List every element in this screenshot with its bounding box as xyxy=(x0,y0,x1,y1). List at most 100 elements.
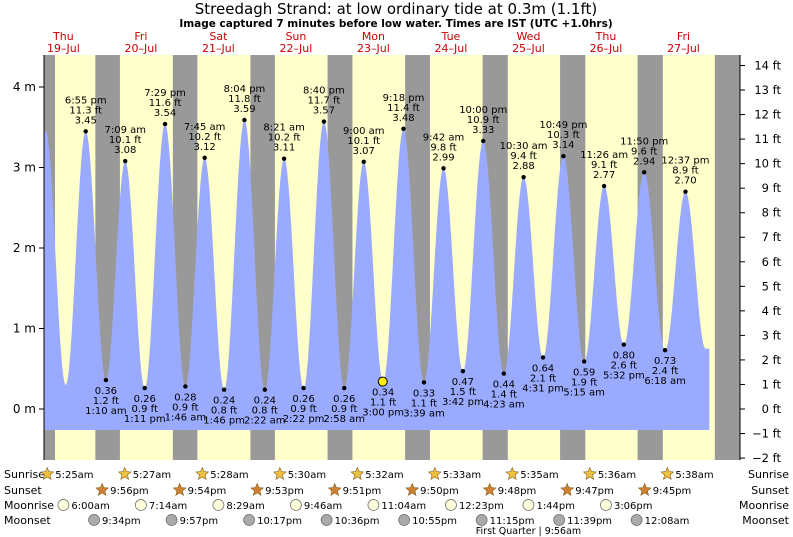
tide-height-ft: 0.9 ft xyxy=(290,404,316,415)
day-of-week: Sat xyxy=(209,30,228,43)
tide-point xyxy=(581,359,587,364)
day-of-week: Wed xyxy=(516,30,540,43)
tide-time: 10:00 pm xyxy=(459,105,507,116)
left-tick-label: 1 m xyxy=(13,322,36,336)
tide-height-ft: 1.1 ft xyxy=(411,398,437,409)
tide-height-m: 0.26 xyxy=(134,394,156,405)
day-of-week: Fri xyxy=(134,30,147,43)
tide-height-m: 3.59 xyxy=(233,104,255,115)
moonrise-icon xyxy=(522,499,535,511)
tide-height-ft: 10.2 ft xyxy=(268,133,301,144)
sunset-time: 9:47pm xyxy=(575,486,614,497)
moonrise-row-label: Moonrise xyxy=(4,499,54,512)
tide-height-m: 3.48 xyxy=(392,113,414,124)
tide-time: 2:58 am xyxy=(323,414,365,425)
tide-height-m: 3.11 xyxy=(273,143,295,154)
tide-time: 9:42 am xyxy=(423,132,465,143)
tide-height-ft: 11.8 ft xyxy=(228,94,261,105)
day-of-week: Fri xyxy=(677,30,690,43)
moonset-row-label-right: Moonset xyxy=(742,514,789,527)
day-date: 19–Jul xyxy=(47,42,80,55)
moonrise-icon xyxy=(600,499,612,511)
tide-height-ft: 0.8 ft xyxy=(211,406,237,417)
tide-point xyxy=(641,170,647,175)
tide-height-ft: 0.9 ft xyxy=(132,404,158,415)
tide-height-ft: 1.2 ft xyxy=(93,396,119,407)
right-tick-label: 8 ft xyxy=(762,206,782,220)
tide-height-m: 0.47 xyxy=(452,377,474,388)
moonrise-time: 7:14am xyxy=(149,501,187,512)
moonrise-time: 9:46am xyxy=(304,501,342,512)
sunset-row-label-right: Sunset xyxy=(751,484,789,497)
tide-height-ft: 1.9 ft xyxy=(571,378,597,389)
tide-time: 7:09 am xyxy=(104,125,146,136)
tide-time: 9:18 pm xyxy=(383,93,425,104)
right-tick-label: 10 ft xyxy=(754,157,781,171)
tide-height-ft: 10.1 ft xyxy=(109,135,142,146)
day-of-week: Mon xyxy=(362,30,385,43)
sunset-icon xyxy=(172,482,187,496)
tide-height-m: 0.33 xyxy=(413,388,435,399)
moonrise-icon xyxy=(367,499,380,511)
tide-time: 9:00 am xyxy=(343,126,385,137)
tide-height-ft: 2.1 ft xyxy=(530,373,556,384)
tide-height-ft: 9.4 ft xyxy=(510,151,536,162)
right-tick-label: 12 ft xyxy=(754,108,781,122)
moon-phase-note: First Quarter | 9:56am xyxy=(476,526,581,537)
tide-time: 8:21 am xyxy=(263,123,305,134)
sunset-time: 9:48pm xyxy=(498,486,537,497)
sunrise-row-label-right: Sunrise xyxy=(748,468,789,481)
sunrise-icon xyxy=(660,466,675,480)
moonrise-icon xyxy=(135,499,147,511)
tide-point xyxy=(501,371,507,376)
tide-time: 12:37 pm xyxy=(661,156,709,167)
tide-time: 5:32 pm xyxy=(603,371,645,382)
tide-point xyxy=(683,189,688,194)
axes: 0 m 1 m 2 m 3 m 4 m −2 ft −1 ft 0 ft 1 ft 2 ft 3 f… xyxy=(13,55,782,465)
day-of-week: Tue xyxy=(441,30,461,43)
chart-subtitle: Image captured 7 minutes before low wate… xyxy=(179,18,612,30)
tide-height-ft: 0.8 ft xyxy=(252,406,278,417)
tide-point xyxy=(421,380,427,385)
sunrise-time: 5:35am xyxy=(520,470,558,481)
tide-point xyxy=(401,126,406,132)
tide-point xyxy=(281,156,287,161)
moonset-time: 11:15pm xyxy=(490,516,535,527)
tide-area xyxy=(44,120,710,430)
day-of-week: Thu xyxy=(595,30,617,43)
day-date: 24–Jul xyxy=(435,42,468,55)
tide-curve xyxy=(44,120,710,430)
tide-point xyxy=(202,155,207,161)
tide-height-m: 3.14 xyxy=(552,140,574,151)
sunrise-time: 5:38am xyxy=(675,470,713,481)
tide-height-ft: 1.5 ft xyxy=(450,387,476,398)
tide-time: 4:23 am xyxy=(483,400,525,411)
tide-time: 11:26 am xyxy=(580,150,628,161)
sunset-icon xyxy=(95,482,110,496)
tide-height-ft: 11.6 ft xyxy=(149,98,182,109)
tide-height-m: 0.44 xyxy=(493,380,515,391)
tide-point xyxy=(242,117,247,123)
tide-height-m: 0.34 xyxy=(372,388,394,399)
tide-height-m: 0.73 xyxy=(654,356,676,367)
moonset-time: 10:17pm xyxy=(257,516,302,527)
tide-point xyxy=(142,385,147,391)
moonrise-icon xyxy=(57,499,70,511)
tide-height-m: 2.94 xyxy=(633,156,655,167)
tide-point xyxy=(662,348,668,353)
sunset-row-label: Sunset xyxy=(4,484,42,497)
moonset-icon xyxy=(320,514,333,526)
sunset-icon xyxy=(250,482,265,496)
tide-height-ft: 1.1 ft xyxy=(370,398,396,409)
day-date: 21–Jul xyxy=(202,42,235,55)
moonrise-time: 12:23pm xyxy=(459,501,504,512)
right-tick-label: 2 ft xyxy=(762,353,782,367)
tide-point xyxy=(221,387,227,392)
day-date: 20–Jul xyxy=(125,42,158,55)
tide-time: 8:40 pm xyxy=(303,86,345,97)
tide-height-m: 2.77 xyxy=(593,170,615,181)
day-date: 22–Jul xyxy=(280,42,313,55)
tide-height-ft: 11.7 ft xyxy=(308,96,341,107)
